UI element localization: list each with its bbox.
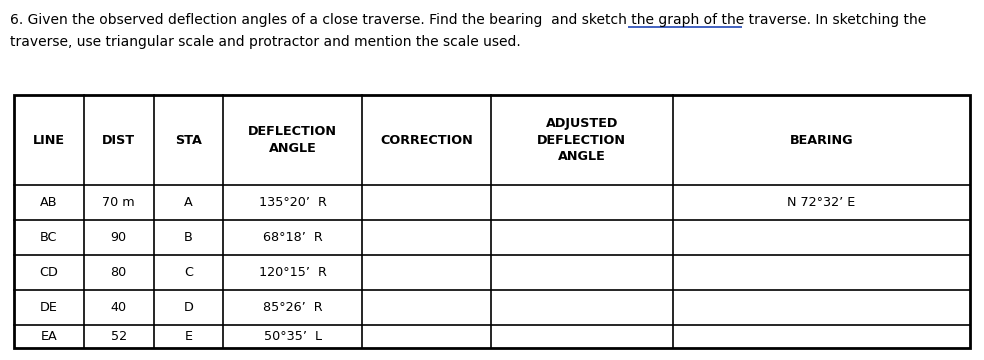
Text: 80: 80 <box>110 266 127 279</box>
Text: 40: 40 <box>110 301 127 314</box>
Text: AB: AB <box>40 196 58 209</box>
Text: B: B <box>184 231 193 244</box>
Text: 6. Given the observed deflection angles of a close traverse. Find the bearing  a: 6. Given the observed deflection angles … <box>10 13 578 27</box>
Text: 50°35’  L: 50°35’ L <box>264 330 322 343</box>
Text: EA: EA <box>40 330 57 343</box>
Text: 120°15’  R: 120°15’ R <box>259 266 327 279</box>
Text: D: D <box>184 301 194 314</box>
Text: 52: 52 <box>110 330 127 343</box>
Text: 90: 90 <box>110 231 127 244</box>
Text: E: E <box>184 330 193 343</box>
Text: 135°20’  R: 135°20’ R <box>259 196 327 209</box>
Bar <box>14 95 970 348</box>
Text: BC: BC <box>40 231 58 244</box>
Text: 68°18’  R: 68°18’ R <box>263 231 323 244</box>
Text: BEARING: BEARING <box>789 134 853 147</box>
Text: CORRECTION: CORRECTION <box>380 134 473 147</box>
Text: 6. Given the observed deflection angles of a close traverse. Find the bearing  a: 6. Given the observed deflection angles … <box>10 13 926 27</box>
Text: DE: DE <box>40 301 58 314</box>
Text: N 72°32’ E: N 72°32’ E <box>787 196 855 209</box>
Text: traverse, use triangular scale and protractor and mention the scale used.: traverse, use triangular scale and protr… <box>10 35 521 49</box>
Text: DIST: DIST <box>102 134 135 147</box>
Text: 85°26’  R: 85°26’ R <box>263 301 323 314</box>
Text: CD: CD <box>39 266 58 279</box>
Text: DEFLECTION
ANGLE: DEFLECTION ANGLE <box>248 125 338 155</box>
Text: 70 m: 70 m <box>102 196 135 209</box>
Text: A: A <box>184 196 193 209</box>
Text: ADJUSTED
DEFLECTION
ANGLE: ADJUSTED DEFLECTION ANGLE <box>537 117 627 163</box>
Text: STA: STA <box>175 134 202 147</box>
Text: LINE: LINE <box>32 134 65 147</box>
Text: C: C <box>184 266 193 279</box>
Text: 6. Given the observed deflection angles of a close traverse. Find the: 6. Given the observed deflection angles … <box>10 13 489 27</box>
